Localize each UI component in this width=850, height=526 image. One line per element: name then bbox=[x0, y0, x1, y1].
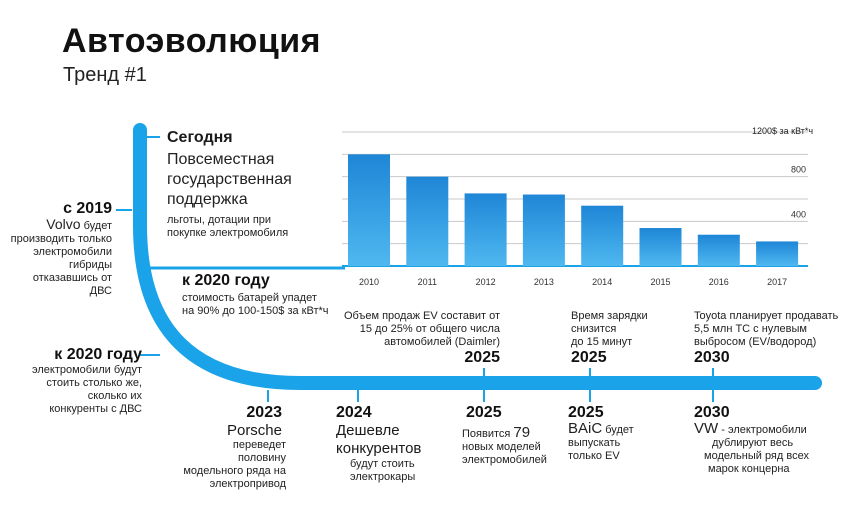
chart-bar-2010 bbox=[348, 154, 390, 266]
price-parity-2020-block: к 2020 году электромобили будут стоить с… bbox=[2, 346, 142, 416]
cheaper-line-2: электрокары bbox=[350, 471, 416, 483]
cheaper-big-1: Дешевле bbox=[336, 422, 400, 439]
vw-line-3: модельный ряд всех bbox=[704, 450, 809, 462]
chart-xtick-label: 2010 bbox=[359, 277, 379, 287]
chart-bar-2016 bbox=[697, 234, 740, 266]
baic-post: будет bbox=[605, 424, 634, 436]
battery-2020-block: к 2020 году стоимость батарей упадет на … bbox=[182, 272, 329, 318]
daimler-year: 2025 bbox=[464, 349, 500, 366]
volvo-line-4: гибриды bbox=[68, 259, 112, 271]
parity-line-3: сколько их bbox=[87, 390, 142, 402]
toyota-year: 2030 bbox=[694, 349, 730, 366]
charging-event: Время зарядки снизится до 15 минут 2025 bbox=[571, 310, 681, 367]
volvo-line-5: отказавшись от ДВС bbox=[32, 272, 112, 297]
parity-line-2: стоить столько же, bbox=[46, 377, 142, 389]
parity-heading: к 2020 году bbox=[54, 346, 142, 363]
models-pre: Появится bbox=[462, 428, 511, 440]
volvo-brand: Volvo bbox=[46, 216, 81, 232]
chart-xtick-label: 2014 bbox=[592, 277, 612, 287]
daimler-line-3: автомобилей (Daimler) bbox=[384, 336, 500, 348]
baic-event: 2025 BAiC будет выпускать только EV bbox=[568, 404, 668, 463]
today-small-2: покупке электромобиля bbox=[167, 227, 289, 239]
models-line-3: электромобилей bbox=[462, 454, 547, 466]
parity-line-1: электромобили будут bbox=[31, 364, 142, 376]
vw-line-2: дублируют весь bbox=[712, 437, 794, 449]
daimler-line-1: Объем продаж EV составит от bbox=[343, 310, 500, 322]
baic-brand: BAiC bbox=[568, 420, 603, 437]
charging-line-2: снизится bbox=[571, 323, 617, 335]
vw-year: 2030 bbox=[694, 404, 730, 421]
daimler-event: Объем продаж EV составит от 15 до 25% от… bbox=[330, 310, 500, 367]
chart-ytick-label: 400 bbox=[791, 209, 806, 219]
today-line-3: поддержка bbox=[167, 191, 248, 208]
today-details: льготы, дотации при покупке электромобил… bbox=[167, 214, 288, 240]
chart-bar-2011 bbox=[406, 176, 449, 266]
porsche-event: 2023 Porsche переведет половину модельно… bbox=[178, 404, 286, 491]
toyota-line-1: Toyota планирует продавать bbox=[694, 310, 839, 322]
vw-event: 2030 VW - электромобили дублируют весь м… bbox=[694, 404, 844, 476]
porsche-year: 2023 bbox=[246, 404, 282, 421]
vw-brand: VW bbox=[694, 420, 719, 437]
baic-year: 2025 bbox=[568, 404, 604, 421]
volvo-year: с 2019 bbox=[63, 200, 112, 217]
chart-ytick-label: 800 bbox=[791, 165, 806, 175]
models-event: 2025 Появится 79 новых моделей электромо… bbox=[462, 404, 562, 467]
porsche-line-4: электропривод bbox=[209, 478, 286, 490]
porsche-line-2: половину bbox=[237, 452, 286, 464]
porsche-line-3: модельного ряда на bbox=[183, 465, 286, 477]
parity-line-4: конкуренты с ДВС bbox=[49, 403, 142, 415]
cheaper-big-2: конкурентов bbox=[336, 440, 422, 457]
cheaper-line-1: будут стоить bbox=[350, 458, 415, 470]
models-year: 2025 bbox=[466, 404, 502, 421]
charging-year: 2025 bbox=[571, 349, 607, 366]
page-subtitle: Тренд #1 bbox=[63, 64, 147, 86]
cheaper-year: 2024 bbox=[336, 404, 372, 421]
porsche-brand: Porsche bbox=[226, 422, 282, 439]
chart-xtick-label: 2012 bbox=[476, 277, 496, 287]
volvo-2019-block: с 2019 Volvo будет производить только эл… bbox=[8, 200, 112, 298]
chart-xtick-label: 2015 bbox=[650, 277, 670, 287]
models-number: 79 bbox=[513, 424, 531, 441]
models-line-2: новых моделей bbox=[462, 441, 541, 453]
today-text: Повсеместная государственная поддержка bbox=[167, 150, 292, 210]
volvo-line-3: электромобили bbox=[33, 246, 112, 258]
today-small-1: льготы, дотации при bbox=[167, 214, 272, 226]
chart-xtick-label: 2017 bbox=[767, 277, 787, 287]
chart-bar-2015 bbox=[639, 228, 682, 266]
volvo-line-1: будет bbox=[83, 220, 112, 232]
vw-line-4: марок концерна bbox=[708, 463, 790, 475]
chart-xtick-label: 2013 bbox=[534, 277, 554, 287]
chart-xtick-label: 2016 bbox=[709, 277, 729, 287]
cheaper-event: 2024 Дешевле конкурентов будут стоить эл… bbox=[336, 404, 466, 484]
chart-bar-2012 bbox=[464, 193, 507, 266]
baic-line-3: только EV bbox=[568, 450, 620, 462]
chart-bar-2017 bbox=[756, 241, 799, 266]
battery-line-2: на 90% до 100-150$ за кВт*ч bbox=[182, 305, 329, 317]
toyota-line-2: 5,5 млн ТС с нулевым bbox=[694, 323, 807, 335]
chart-xtick-label: 2011 bbox=[418, 277, 437, 287]
toyota-line-3: выбросом (EV/водород) bbox=[694, 336, 817, 348]
daimler-line-2: 15 до 25% от общего числа bbox=[359, 323, 500, 335]
chart-bar-2013 bbox=[522, 194, 565, 266]
vw-post: - электромобили bbox=[721, 424, 807, 436]
toyota-event: Toyota планирует продавать 5,5 млн ТС с … bbox=[694, 310, 844, 367]
charging-line-1: Время зарядки bbox=[571, 310, 648, 322]
page-title: Автоэволюция bbox=[62, 22, 321, 60]
today-heading: Сегодня bbox=[167, 129, 233, 146]
charging-line-3: до 15 минут bbox=[571, 336, 633, 348]
battery-line-1: стоимость батарей упадет bbox=[182, 292, 317, 304]
chart-bar-2014 bbox=[581, 205, 624, 266]
today-line-2: государственная bbox=[167, 171, 292, 188]
porsche-line-1: переведет bbox=[232, 439, 286, 451]
today-line-1: Повсеместная bbox=[167, 151, 275, 168]
chart-unit-label: 1200$ за кВт*ч bbox=[752, 126, 814, 136]
baic-line-2: выпускать bbox=[568, 437, 621, 449]
volvo-line-2: производить только bbox=[10, 233, 112, 245]
battery-heading: к 2020 году bbox=[182, 272, 270, 289]
